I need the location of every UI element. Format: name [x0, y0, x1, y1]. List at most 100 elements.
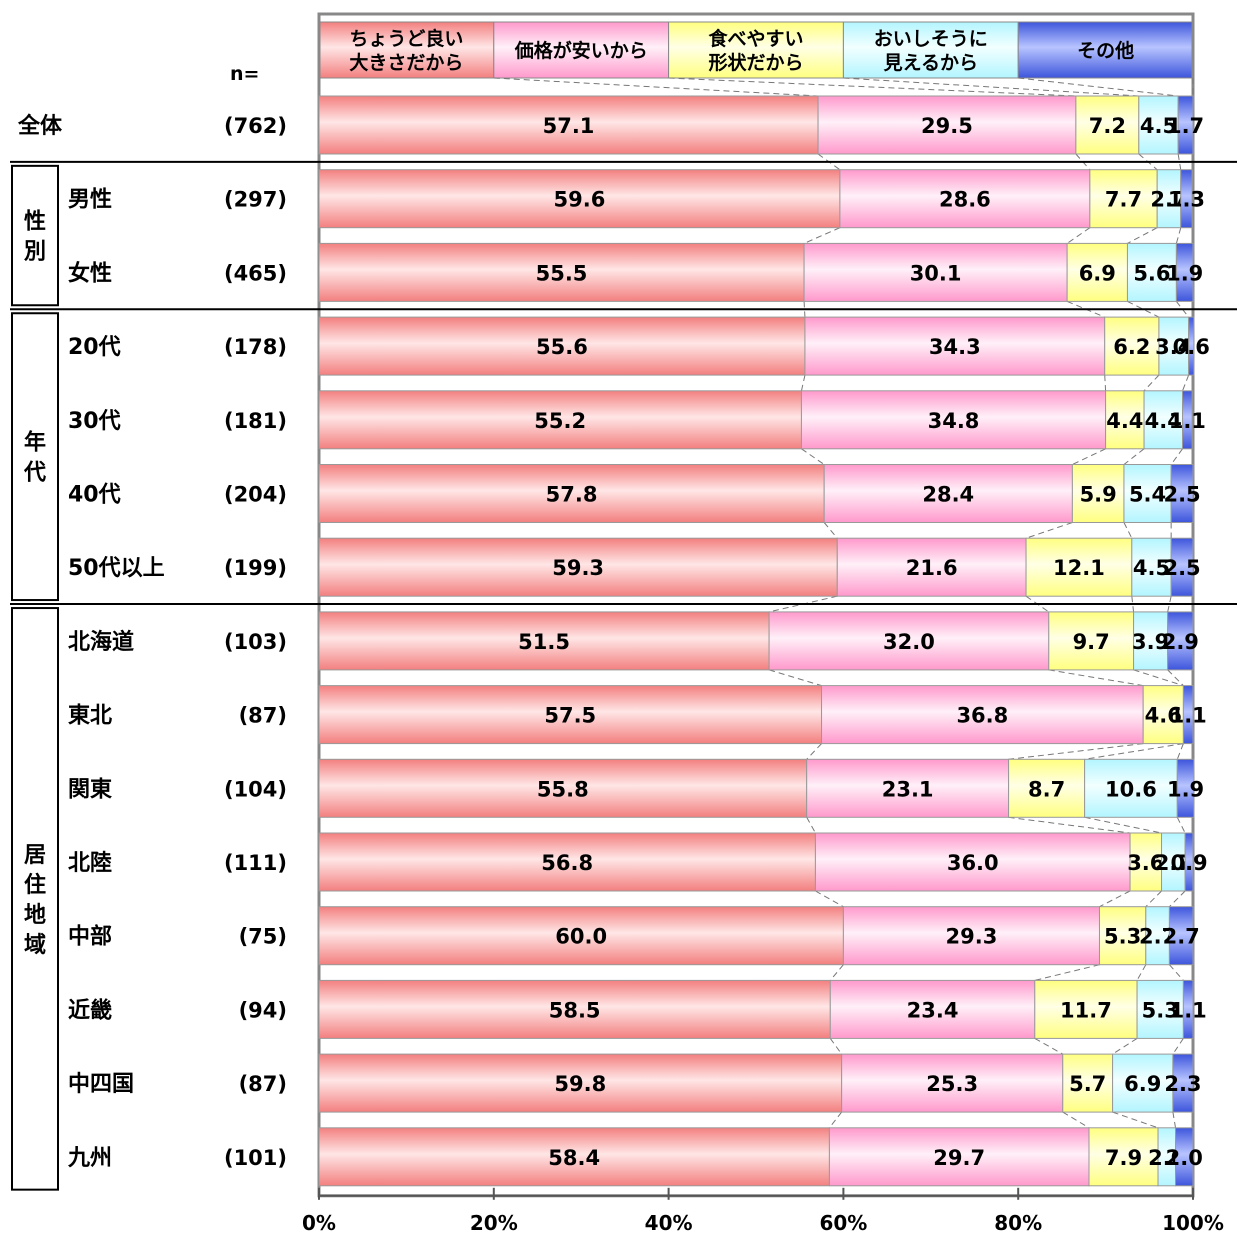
row-label: 北海道	[68, 629, 134, 655]
data-label: 57.8	[546, 483, 598, 507]
bar-segment	[1112, 1053, 1174, 1113]
data-label: 29.5	[921, 114, 973, 138]
row-labels: 全体 (762) 男性 (297) 女性 (465) 20代 (178) 30代 (181) 40代…	[17, 113, 287, 1171]
connector-line	[1112, 1037, 1138, 1055]
data-label: 23.1	[882, 777, 934, 801]
bar-segment	[829, 979, 1036, 1039]
x-tick-label: 40%	[645, 1211, 693, 1234]
row-n: (75)	[239, 925, 287, 949]
data-label: 5.6	[1133, 261, 1170, 285]
bar-segment	[1084, 758, 1178, 818]
legend-label-2: 価格が安いから	[514, 39, 648, 62]
bar-segment	[1175, 242, 1194, 302]
connector-line	[1018, 77, 1179, 97]
connector-line	[1182, 374, 1190, 391]
bar-segment	[823, 464, 1073, 523]
data-label: 3.6	[1127, 851, 1164, 875]
bar-segment	[1142, 685, 1184, 745]
data-label: 60.0	[555, 925, 607, 949]
data-label: 6.9	[1124, 1072, 1161, 1096]
data-label: 55.5	[536, 261, 588, 285]
data-label: 58.5	[549, 998, 601, 1022]
legend-swatch-5	[1017, 21, 1194, 79]
bar-segment	[1182, 979, 1194, 1039]
connector-line	[823, 522, 838, 539]
bar-segment	[1098, 906, 1147, 966]
group-box	[11, 312, 59, 602]
data-label: 4.4	[1145, 409, 1182, 433]
bar-segment	[1170, 464, 1194, 523]
data-label: 36.8	[956, 704, 1008, 728]
bar-segment	[836, 537, 1027, 597]
bar-segment	[1180, 169, 1193, 229]
group-label: 年	[24, 430, 46, 456]
data-label: 2.3	[1164, 1072, 1201, 1096]
data-label: 1.9	[1167, 777, 1204, 801]
data-label: 1.3	[1168, 188, 1205, 212]
row-label: 東北	[68, 704, 112, 729]
bar-segment	[1133, 611, 1169, 671]
data-label: 4.5	[1140, 114, 1177, 138]
connector-line	[1127, 300, 1160, 318]
data-label: 25.3	[926, 1072, 978, 1096]
bar-segment	[1089, 169, 1158, 229]
data-label: 57.1	[543, 114, 595, 138]
data-label: 55.8	[537, 777, 589, 801]
data-label: 5.7	[1069, 1072, 1106, 1096]
data-label: 11.7	[1060, 998, 1112, 1022]
data-label: 51.5	[518, 630, 570, 654]
connector-line	[1167, 669, 1184, 686]
legend-label-3: 食べやすい	[708, 27, 803, 50]
bar-segment	[1184, 832, 1194, 892]
data-label: 2.0	[1166, 1146, 1203, 1170]
data-label: 7.9	[1105, 1146, 1142, 1170]
bar-segment	[814, 832, 1131, 892]
row-n: (204)	[224, 483, 287, 507]
connector-line	[806, 743, 822, 760]
x-tick-label: 60%	[819, 1211, 867, 1234]
data-label: 5.3	[1104, 925, 1141, 949]
data-label: 4.5	[1133, 556, 1170, 580]
row-label: 中部	[68, 924, 112, 950]
row-label: 40代	[68, 483, 121, 508]
bar-segment	[1158, 316, 1190, 376]
bar-segment	[318, 464, 825, 523]
connector-line	[1104, 375, 1107, 391]
bar-segment	[1066, 242, 1128, 302]
data-label: 59.8	[554, 1072, 606, 1096]
data-label: 28.6	[939, 188, 991, 212]
data-label: 1.1	[1170, 998, 1207, 1022]
data-label: 6.2	[1113, 335, 1150, 359]
connector-line	[1176, 743, 1184, 760]
row-label: 50代以上	[68, 556, 165, 581]
group-label: 居	[24, 843, 46, 868]
x-tick-label: 100%	[1162, 1211, 1224, 1234]
connector-line	[803, 227, 841, 244]
connector-line	[843, 77, 1139, 97]
bar-segment	[1088, 1127, 1159, 1187]
connector-line	[829, 964, 844, 981]
bar-segment	[1008, 758, 1086, 818]
bar-segment	[1034, 979, 1138, 1039]
connector-line	[1066, 227, 1091, 244]
row-n: (465)	[224, 261, 287, 285]
row-n: (104)	[224, 777, 287, 801]
legend-swatch-4	[842, 21, 1019, 79]
bar-segment	[1048, 611, 1135, 671]
connector-line	[1048, 669, 1144, 687]
connector-line	[1133, 669, 1184, 687]
row-n: (178)	[224, 335, 287, 359]
connector-line	[1170, 448, 1183, 465]
connector-line	[1175, 301, 1190, 318]
connector-line	[1131, 596, 1135, 612]
connector-line	[1112, 1111, 1159, 1129]
connector-line	[1136, 964, 1147, 981]
data-label: 1.1	[1169, 409, 1206, 433]
bar-segment	[817, 95, 1077, 155]
row-label: 全体	[17, 113, 63, 139]
connector-line	[1167, 596, 1172, 613]
bar-segment	[1062, 1053, 1114, 1113]
group-label: 別	[24, 240, 46, 265]
data-label: 3.9	[1132, 630, 1169, 654]
